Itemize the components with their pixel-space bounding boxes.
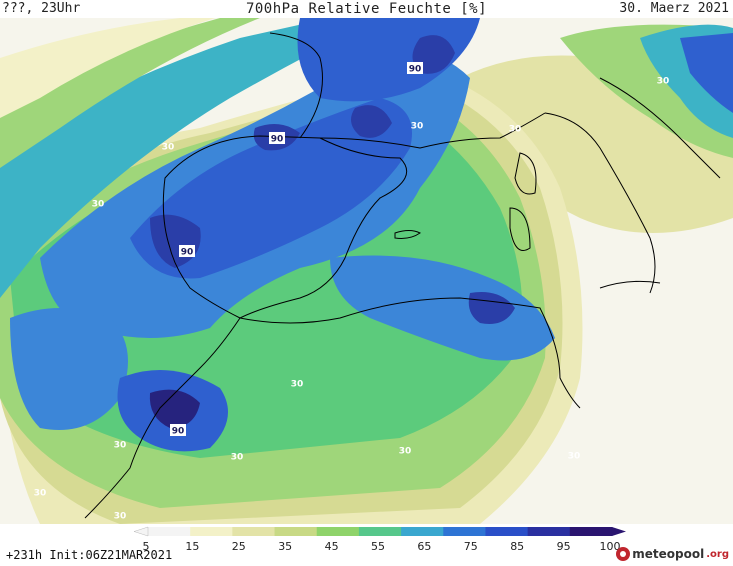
contour-labels: 90 90 90 90 30 30 30 30 30 30 30 30 30 30 30 30 bbox=[34, 62, 670, 522]
colorbar-min-arrow bbox=[133, 526, 149, 537]
contour-label: 30 bbox=[291, 380, 304, 390]
colorbar-tick-label: 5 bbox=[143, 540, 150, 553]
svg-text:30: 30 bbox=[231, 453, 244, 463]
contour-label: 30 bbox=[411, 122, 424, 132]
coast-italy bbox=[544, 112, 661, 294]
colorbar-segment bbox=[443, 527, 486, 536]
svg-text:30: 30 bbox=[114, 512, 127, 522]
colorbar-segment bbox=[358, 527, 402, 536]
svg-text:30: 30 bbox=[34, 489, 47, 499]
svg-text:90: 90 bbox=[271, 135, 284, 145]
colorbar-segment bbox=[316, 527, 360, 536]
colorbar-tick-label: 95 bbox=[557, 540, 571, 553]
run-info: +231h Init:06Z21MAR2021 bbox=[6, 548, 173, 562]
contour-label: 90 bbox=[170, 424, 186, 437]
colorbar-tick-label: 65 bbox=[417, 540, 431, 553]
colorbar-segment bbox=[527, 527, 571, 536]
colorbar-legend: 5 15 25 35 45 55 65 75 85 95 100 bbox=[133, 526, 626, 553]
coast-balearics bbox=[394, 230, 421, 239]
svg-text:90: 90 bbox=[172, 427, 185, 437]
svg-text:30: 30 bbox=[568, 452, 581, 462]
colorbar-max-arrow bbox=[612, 527, 626, 536]
colorbar-segment bbox=[485, 527, 529, 536]
svg-text:90: 90 bbox=[409, 65, 422, 75]
colorbar bbox=[133, 526, 626, 537]
svg-text:30: 30 bbox=[162, 143, 175, 153]
contour-label: 90 bbox=[269, 132, 285, 145]
contour-label: 30 bbox=[162, 143, 175, 153]
colorbar-tick-label: 75 bbox=[464, 540, 478, 553]
humidity-map: 90 90 90 90 30 30 30 30 30 30 30 30 30 30 30 30 bbox=[0, 18, 733, 524]
logo-tld: .org bbox=[706, 548, 729, 560]
colorbar-segment bbox=[401, 527, 444, 536]
logo-text: meteopool bbox=[632, 547, 705, 561]
colorbar-segment bbox=[190, 527, 233, 536]
colorbar-tick-label: 15 bbox=[185, 540, 199, 553]
contour-label: 90 bbox=[407, 62, 423, 75]
svg-text:30: 30 bbox=[92, 200, 105, 210]
contour-label: 30 bbox=[114, 512, 127, 522]
blue-zone-algeria bbox=[330, 255, 555, 361]
header-left-text: ???, 23Uhr bbox=[2, 1, 81, 16]
contour-label: 30 bbox=[509, 125, 522, 135]
coast-adriatic bbox=[599, 77, 721, 179]
svg-text:30: 30 bbox=[291, 380, 304, 390]
colorbar-segment bbox=[232, 527, 276, 536]
colorbar-ticks: 5 15 25 35 45 55 65 75 85 95 100 bbox=[143, 540, 621, 553]
blue-patch-northeast bbox=[680, 33, 733, 113]
blue-zone-morocco-west bbox=[10, 308, 128, 430]
svg-text:90: 90 bbox=[181, 248, 194, 258]
colorbar-tick-label: 85 bbox=[510, 540, 524, 553]
atlantic-dry-plume bbox=[0, 18, 215, 118]
colorbar-segment bbox=[148, 527, 191, 536]
coast-morocco-atlantic bbox=[84, 317, 241, 519]
coast-france bbox=[269, 32, 546, 149]
contour-label: 30 bbox=[657, 77, 670, 87]
colorbar-tick-label: 25 bbox=[232, 540, 246, 553]
colorbar-tick-label: 35 bbox=[278, 540, 292, 553]
colorbar-tick-label: 45 bbox=[325, 540, 339, 553]
contour-label: 30 bbox=[568, 452, 581, 462]
forecast-date: 30. Maerz 2021 bbox=[619, 1, 729, 16]
contour-label: 30 bbox=[34, 489, 47, 499]
coast-corsica-sardinia bbox=[509, 152, 537, 251]
core-morocco bbox=[149, 389, 200, 428]
map-title: 700hPa Relative Feuchte [%] bbox=[245, 1, 488, 17]
colorbar-segment bbox=[569, 527, 613, 536]
svg-text:30: 30 bbox=[411, 122, 424, 132]
contour-label: 30 bbox=[92, 200, 105, 210]
svg-text:30: 30 bbox=[657, 77, 670, 87]
atlantic-teal-plume bbox=[0, 18, 380, 298]
meteopool-logo[interactable]: meteopool .org bbox=[616, 546, 729, 562]
coast-spain-portugal bbox=[162, 135, 408, 319]
colorbar-tick-label: 55 bbox=[371, 540, 385, 553]
logo-icon bbox=[616, 547, 631, 561]
svg-text:30: 30 bbox=[509, 125, 522, 135]
svg-text:30: 30 bbox=[399, 447, 412, 457]
contour-label: 30 bbox=[399, 447, 412, 457]
contour-label: 90 bbox=[179, 245, 195, 258]
contour-label: 30 bbox=[231, 453, 244, 463]
svg-text:30: 30 bbox=[114, 441, 127, 451]
colorbar-segment bbox=[274, 527, 318, 536]
core-biscay bbox=[412, 35, 455, 74]
contour-label: 30 bbox=[114, 441, 127, 451]
core-france bbox=[351, 105, 392, 138]
coast-north-africa bbox=[239, 297, 581, 409]
coastlines bbox=[84, 32, 721, 519]
colorbar-tick-label: 100 bbox=[600, 540, 621, 553]
